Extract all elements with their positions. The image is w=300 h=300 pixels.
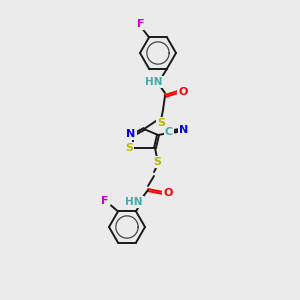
Text: S: S (125, 143, 133, 153)
Text: S: S (157, 118, 165, 128)
Text: O: O (178, 87, 188, 97)
Text: S: S (153, 157, 161, 167)
Text: N: N (179, 125, 189, 135)
Text: HN: HN (145, 77, 163, 87)
Text: O: O (163, 188, 173, 198)
Text: C: C (165, 127, 173, 137)
Text: N: N (126, 129, 136, 139)
Text: F: F (101, 196, 109, 206)
Text: HN: HN (125, 197, 143, 207)
Text: F: F (137, 20, 145, 29)
